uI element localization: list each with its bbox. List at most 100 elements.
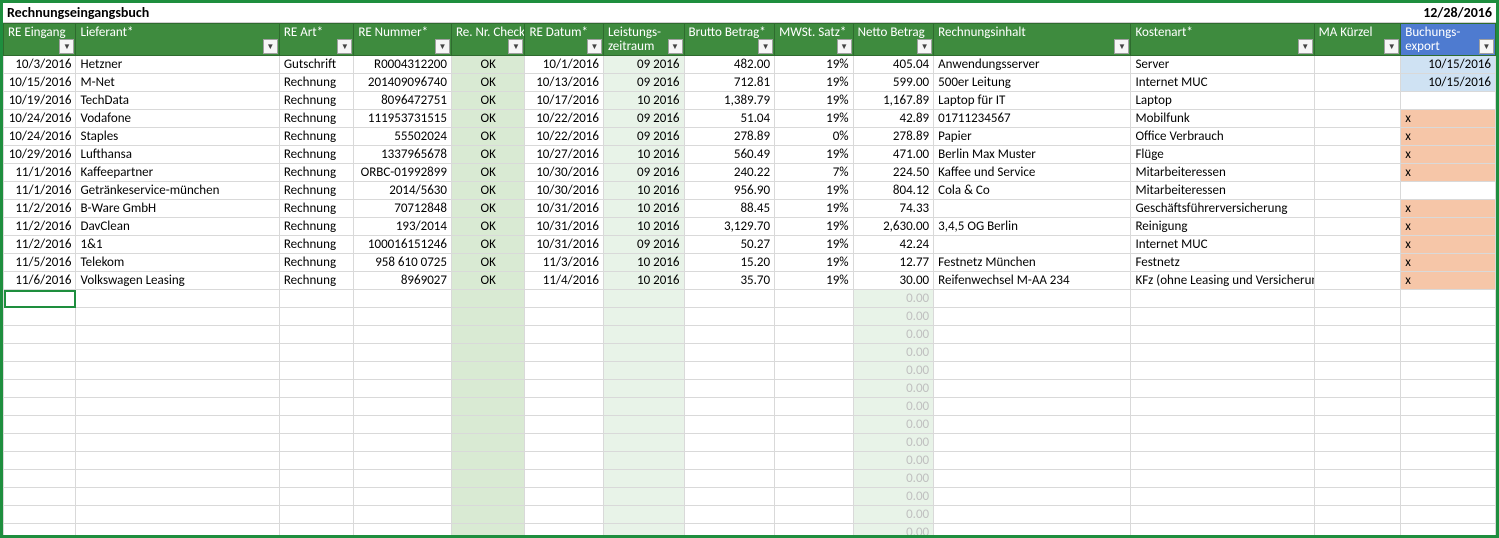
cell-empty[interactable] [354,380,452,398]
cell-ma[interactable] [1314,128,1401,146]
cell-re_art[interactable]: Rechnung [279,92,353,110]
cell-re_art[interactable]: Rechnung [279,200,353,218]
cell-brutto[interactable]: 3,129.70 [684,218,775,236]
col-header-kostenart[interactable]: Kostenart* [1131,24,1314,56]
filter-dropdown-icon[interactable] [1298,39,1313,54]
cell-re_eingang[interactable]: 11/1/2016 [4,182,76,200]
cell-ma[interactable] [1314,146,1401,164]
filter-dropdown-icon[interactable] [668,39,683,54]
cell-empty[interactable] [934,452,1131,470]
cell-ma[interactable] [1314,164,1401,182]
col-header-lz[interactable]: Leistungs-zeitraum [603,24,684,56]
cell-brutto[interactable]: 560.49 [684,146,775,164]
cell-inhalt[interactable]: Papier [934,128,1131,146]
cell-re_datum[interactable]: 10/31/2016 [525,236,604,254]
cell-kostenart[interactable]: Internet MUC [1131,236,1314,254]
active-cell[interactable] [4,290,76,308]
cell-re_nummer[interactable]: 8096472751 [354,92,452,110]
cell-lz[interactable]: 10 2016 [603,254,684,272]
cell-mwst[interactable]: 19% [775,146,854,164]
cell-empty[interactable] [684,308,775,326]
cell-empty[interactable] [1131,344,1314,362]
cell-empty[interactable] [1314,488,1401,506]
cell-empty[interactable] [684,488,775,506]
cell-empty[interactable] [354,524,452,538]
cell-empty[interactable] [603,326,684,344]
cell-empty[interactable] [76,344,279,362]
col-header-re_art[interactable]: RE Art* [279,24,353,56]
cell-empty[interactable] [934,344,1131,362]
cell-empty[interactable] [1131,452,1314,470]
cell-empty[interactable] [934,524,1131,538]
cell-empty[interactable] [525,326,604,344]
cell-empty[interactable] [279,290,353,308]
cell-empty[interactable] [775,326,854,344]
cell-empty[interactable] [1401,380,1496,398]
cell-empty[interactable] [451,380,524,398]
cell-lieferant[interactable]: M-Net [76,74,279,92]
cell-export[interactable]: x [1401,200,1496,218]
cell-empty[interactable] [451,488,524,506]
col-header-re_nummer[interactable]: RE Nummer* [354,24,452,56]
cell-lieferant[interactable]: TechData [76,92,279,110]
cell-empty[interactable]: 0.00 [853,308,934,326]
cell-empty[interactable] [1314,434,1401,452]
cell-empty[interactable] [354,362,452,380]
filter-dropdown-icon[interactable] [758,39,773,54]
cell-netto[interactable]: 405.04 [853,56,934,74]
cell-empty[interactable] [4,398,76,416]
cell-empty[interactable] [1314,452,1401,470]
cell-empty[interactable] [684,362,775,380]
cell-check[interactable]: OK [451,182,524,200]
cell-empty[interactable] [775,344,854,362]
cell-re_nummer[interactable]: 111953731515 [354,110,452,128]
cell-empty[interactable] [1401,290,1496,308]
cell-lz[interactable]: 10 2016 [603,182,684,200]
cell-empty[interactable] [279,344,353,362]
cell-empty[interactable] [1314,344,1401,362]
cell-empty[interactable] [775,398,854,416]
col-header-check[interactable]: Re. Nr. Check [451,24,524,56]
cell-empty[interactable] [684,380,775,398]
cell-empty[interactable] [451,452,524,470]
cell-re_eingang[interactable]: 10/24/2016 [4,110,76,128]
cell-re_art[interactable]: Rechnung [279,272,353,290]
cell-empty[interactable] [451,290,524,308]
table-row-empty[interactable]: 0.00 [4,380,1496,398]
cell-re_nummer[interactable]: 100016151246 [354,236,452,254]
cell-empty[interactable] [775,290,854,308]
cell-empty[interactable] [1314,380,1401,398]
table-row[interactable]: 11/2/2016B-Ware GmbHRechnung70712848OK10… [4,200,1496,218]
cell-empty[interactable] [525,470,604,488]
cell-empty[interactable] [1314,362,1401,380]
table-row-empty[interactable]: 0.00 [4,290,1496,308]
cell-empty[interactable] [4,488,76,506]
filter-dropdown-icon[interactable] [1384,39,1399,54]
cell-empty[interactable] [603,362,684,380]
cell-re_art[interactable]: Rechnung [279,254,353,272]
cell-lieferant[interactable]: Staples [76,128,279,146]
cell-netto[interactable]: 1,167.89 [853,92,934,110]
cell-re_nummer[interactable]: 70712848 [354,200,452,218]
cell-empty[interactable]: 0.00 [853,524,934,538]
cell-empty[interactable] [775,506,854,524]
col-header-netto[interactable]: Netto Betrag [853,24,934,56]
cell-inhalt[interactable]: Anwendungsserver [934,56,1131,74]
cell-re_datum[interactable]: 10/1/2016 [525,56,604,74]
cell-empty[interactable]: 0.00 [853,380,934,398]
cell-mwst[interactable]: 19% [775,182,854,200]
cell-empty[interactable] [4,452,76,470]
cell-empty[interactable] [525,434,604,452]
cell-mwst[interactable]: 19% [775,272,854,290]
cell-empty[interactable] [525,524,604,538]
cell-empty[interactable] [775,452,854,470]
cell-empty[interactable] [4,434,76,452]
cell-kostenart[interactable]: Flüge [1131,146,1314,164]
cell-empty[interactable]: 0.00 [853,506,934,524]
table-row[interactable]: 11/1/2016KaffeepartnerRechnungORBC-01992… [4,164,1496,182]
cell-netto[interactable]: 2,630.00 [853,218,934,236]
cell-export[interactable]: x [1401,254,1496,272]
cell-empty[interactable] [1131,308,1314,326]
cell-re_datum[interactable]: 10/17/2016 [525,92,604,110]
table-row-empty[interactable]: 0.00 [4,308,1496,326]
